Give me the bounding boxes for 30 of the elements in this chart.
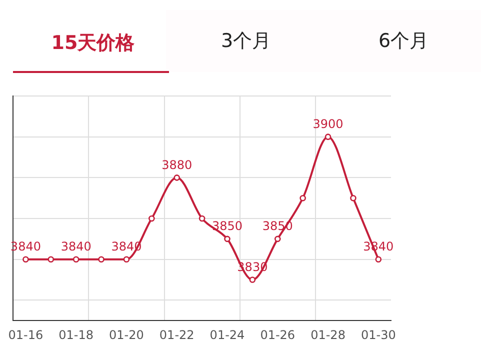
- point: [274, 236, 281, 242]
- data-label: 3850: [212, 219, 243, 234]
- data-label: 3880: [162, 158, 192, 172]
- point: [249, 276, 256, 283]
- x-tick-label: 01-22: [159, 328, 194, 342]
- x-tick-label: 01-20: [109, 328, 144, 342]
- x-tick-label: 01-24: [210, 328, 245, 342]
- x-tick-label: 01-26: [260, 328, 296, 342]
- text: 6个月: [326, 10, 481, 72]
- point: [48, 256, 54, 262]
- point: [148, 215, 155, 222]
- point: [22, 256, 29, 262]
- chart-title: 15天价格: [50, 31, 136, 56]
- point: [350, 194, 356, 202]
- x-tick-label: 01-18: [58, 328, 94, 342]
- point: [72, 256, 80, 262]
- point: [300, 194, 306, 202]
- data-label: 3840: [60, 239, 92, 254]
- text: 3个月: [166, 10, 326, 72]
- x-tick-label: 01-16: [8, 328, 44, 342]
- point: [98, 256, 104, 262]
- point: [324, 134, 332, 140]
- point: [174, 174, 180, 181]
- x-tick-label: 01-30: [360, 328, 396, 342]
- point: [123, 256, 130, 262]
- point: [198, 215, 206, 222]
- point: [375, 256, 382, 262]
- data-label: 3900: [312, 116, 344, 131]
- point: [224, 236, 230, 242]
- x-tick-label: 01-28: [310, 328, 346, 342]
